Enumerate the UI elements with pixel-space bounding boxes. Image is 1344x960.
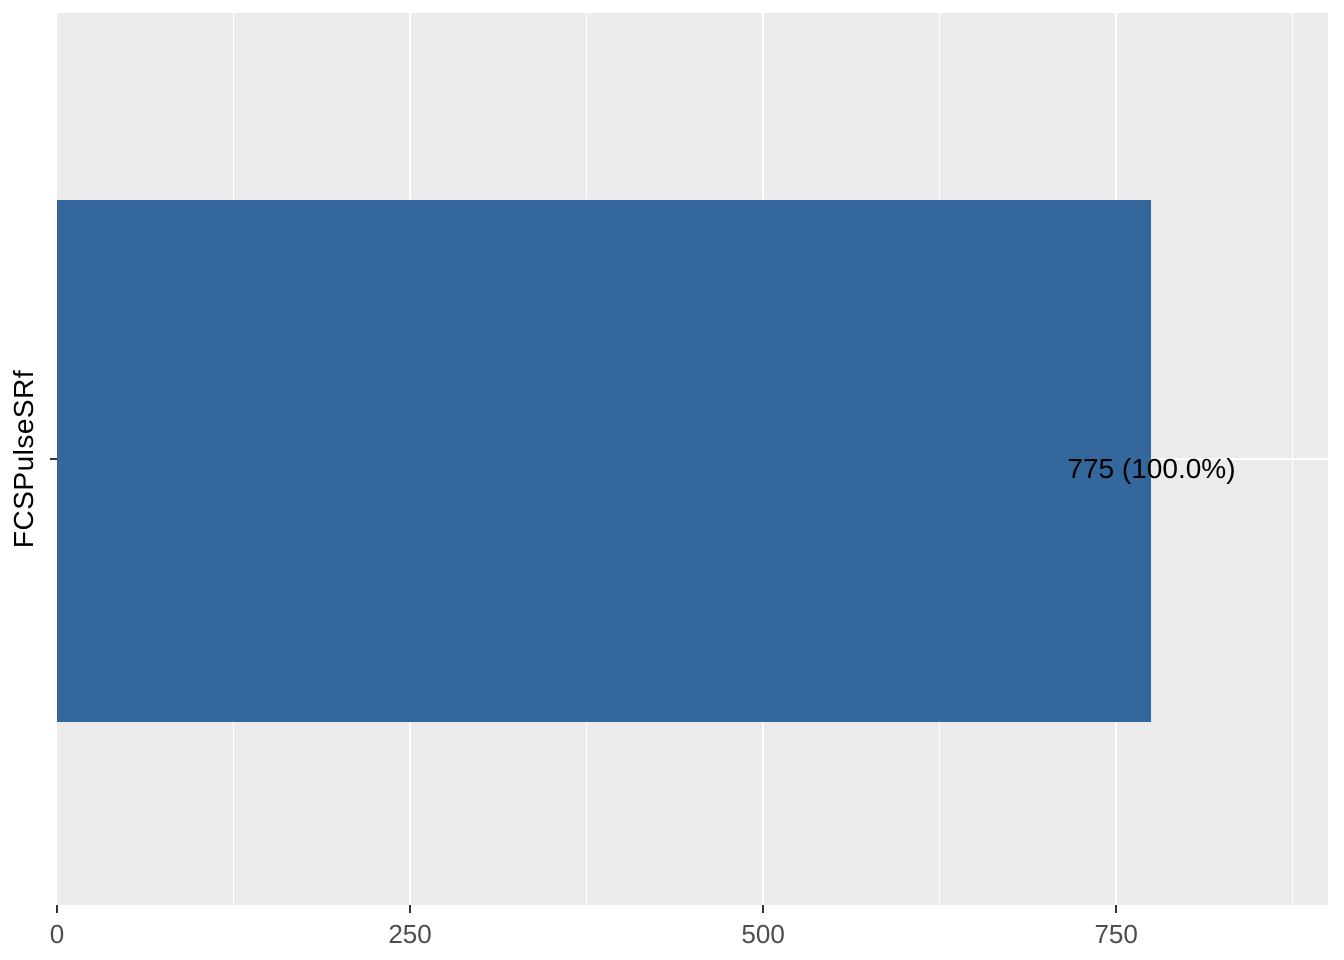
x-tick-label: 500 bbox=[741, 919, 785, 949]
y-axis-tick-mark bbox=[50, 458, 57, 460]
y-axis-title: FCSPulseSRf bbox=[8, 369, 39, 549]
bar-fcspulsesrf bbox=[57, 200, 1152, 722]
bar-value-label: 775 (100.0%) bbox=[1067, 453, 1236, 484]
x-tick-mark bbox=[1115, 905, 1118, 913]
x-tick-mark bbox=[762, 905, 765, 913]
x-tick-label: 750 bbox=[1094, 919, 1138, 949]
x-tick-label: 0 bbox=[49, 919, 65, 949]
x-tick-label: 250 bbox=[388, 919, 432, 949]
x-tick-mark bbox=[409, 905, 412, 913]
x-tick-mark bbox=[56, 905, 58, 913]
y-axis-title-area: FCSPulseSRf bbox=[6, 13, 42, 905]
plot-panel: 775 (100.0%) bbox=[57, 13, 1328, 905]
x-axis: 0 250 500 750 bbox=[50, 905, 1328, 960]
